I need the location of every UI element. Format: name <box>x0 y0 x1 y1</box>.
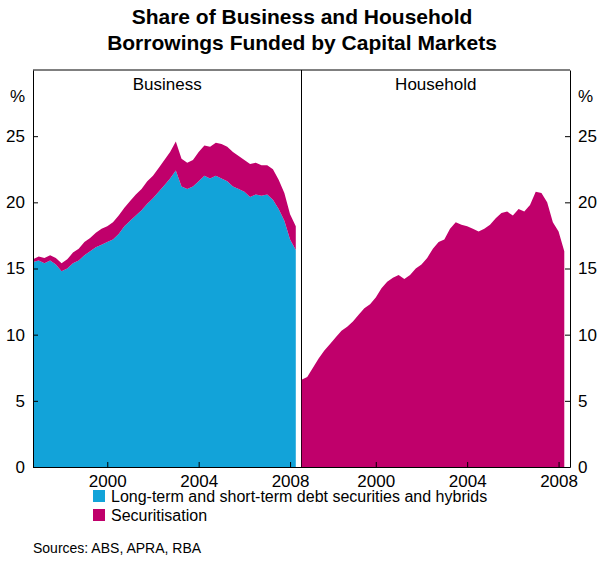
tick-mark <box>565 202 570 203</box>
tick-mark <box>559 462 560 467</box>
tick: 2008 <box>540 462 578 491</box>
chart: Share of Business and HouseholdBorrowing… <box>0 0 604 567</box>
tick-mark <box>33 467 38 468</box>
title: Share of Business and HouseholdBorrowing… <box>107 5 497 54</box>
tick-mark <box>565 269 570 270</box>
y-axis-label: % <box>578 87 593 106</box>
tick: 15 <box>565 259 597 278</box>
tick: 15 <box>6 259 38 278</box>
tick-label: 5 <box>578 392 587 411</box>
legend: Long-term and short-term debt securities… <box>93 488 487 524</box>
tick-label: 15 <box>578 259 597 278</box>
x-axis: 2000 2004 2008 <box>302 462 578 491</box>
axis-line <box>302 467 571 468</box>
tick: 5 <box>565 392 587 411</box>
tick: 20 <box>6 193 38 212</box>
tick-label: 25 <box>6 127 25 146</box>
tick: 10 <box>6 326 38 345</box>
tick-mark <box>33 136 38 137</box>
plot-area <box>302 192 565 467</box>
area <box>302 192 565 467</box>
tick-label: 25 <box>578 127 597 146</box>
tick: 2000 <box>89 462 127 491</box>
tick-mark <box>33 269 38 270</box>
tick: 2000 <box>357 462 395 491</box>
tick: 20 <box>565 193 597 212</box>
area <box>33 141 296 271</box>
tick-mark <box>565 335 570 336</box>
tick-mark <box>33 401 38 402</box>
tick-mark <box>199 462 200 467</box>
tick-label: 2008 <box>540 472 578 491</box>
tick-mark <box>376 462 377 467</box>
tick: 10 <box>565 326 597 345</box>
tick: 2004 <box>449 462 487 491</box>
y-axis-right: 0 5 10 15 20 25 <box>565 71 597 477</box>
panel-title: Household <box>395 75 476 94</box>
axis-line <box>34 467 303 468</box>
tick-mark <box>565 467 570 468</box>
axis-line <box>570 71 571 468</box>
tick-mark <box>33 202 38 203</box>
tick: 0 <box>565 458 587 477</box>
tick-mark <box>467 462 468 467</box>
tick: 25 <box>565 127 597 146</box>
tick-label: 10 <box>578 326 597 345</box>
tick-label: 5 <box>16 392 25 411</box>
legend-label: Long-term and short-term debt securities… <box>111 488 487 505</box>
legend-swatch <box>93 509 105 521</box>
tick-label: 15 <box>6 259 25 278</box>
tick-mark <box>107 462 108 467</box>
y-axis-label: % <box>10 87 25 106</box>
panel-title: Business <box>133 75 202 94</box>
tick-mark <box>565 401 570 402</box>
source: Sources: ABS, APRA, RBA <box>33 540 202 556</box>
plot-area <box>33 141 296 467</box>
tick: 5 <box>16 392 38 411</box>
area <box>33 171 296 467</box>
legend-swatch <box>93 490 105 502</box>
tick-label: 20 <box>6 193 25 212</box>
tick: 25 <box>6 127 38 146</box>
tick-label: 0 <box>16 458 25 477</box>
y-axis-left: 0 5 10 15 20 25 <box>6 71 38 477</box>
tick-label: 20 <box>578 193 597 212</box>
tick-label: 0 <box>578 458 587 477</box>
tick: 2004 <box>180 462 218 491</box>
tick-mark <box>290 462 291 467</box>
x-axis: 200020042008 <box>34 462 310 491</box>
tick-mark <box>33 335 38 336</box>
tick-label: 10 <box>6 326 25 345</box>
tick: 0 <box>16 458 38 477</box>
tick-mark <box>565 136 570 137</box>
legend-label: Securitisation <box>111 507 207 524</box>
